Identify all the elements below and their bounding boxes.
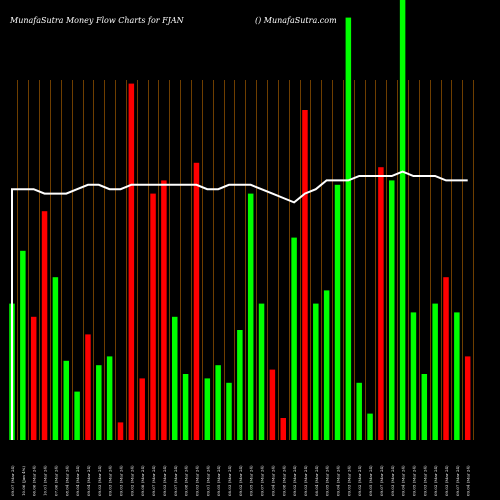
bar [150, 193, 156, 440]
x-tick-label: 09.08 (Mar 24) [184, 465, 189, 496]
bar [74, 391, 80, 440]
x-tick-label: 09.02 (Mar 24) [433, 465, 438, 496]
x-tick-label: 09.04 (Mar 24) [336, 465, 341, 496]
x-tick-labels: 09.07 (Mar 24) 10.06 (Jan 4%) 06.06 (Mar 2… [10, 465, 471, 496]
x-tick-label: 09.04 (Mar 24) [270, 465, 275, 496]
x-tick-label: 09.03 (Mar 24) [390, 465, 395, 496]
bar [269, 369, 276, 440]
bar [85, 334, 91, 440]
bar [410, 312, 417, 440]
x-tick-label: 10.06 (Jan 4%) [21, 466, 26, 496]
x-tick-label: 09.03 (Mar 24) [194, 465, 199, 496]
bar-series [9, 0, 471, 441]
x-tick-label: 08.03 (Mar 24) [227, 465, 232, 496]
bar [117, 422, 124, 440]
x-tick-label: 09.07 (Mar 24) [260, 465, 265, 496]
bar [30, 316, 37, 440]
x-tick-label: 09.05 (Mar 24) [411, 465, 416, 496]
bar [443, 277, 449, 440]
bar [63, 360, 69, 440]
bar [399, 0, 406, 440]
bar [226, 382, 232, 440]
x-tick-label: 09.03 (Mar 24) [346, 465, 351, 496]
x-tick-label: 09.03 (Mar 24) [108, 465, 113, 496]
x-tick-label: 09.03 (Mar 24) [444, 465, 449, 496]
grid-lines [17, 80, 474, 440]
bar [280, 418, 286, 440]
x-tick-label: 09.07 (Mar 24) [151, 465, 156, 496]
bar [345, 17, 352, 440]
x-tick-label: 09.02 (Mar 24) [357, 465, 362, 496]
bar [291, 237, 297, 440]
bar [334, 184, 341, 440]
bar [20, 250, 26, 440]
bar [464, 356, 471, 440]
bar [313, 303, 319, 440]
x-tick-label: 09.08 (Mar 24) [281, 465, 286, 496]
bar [258, 303, 265, 440]
x-tick-label: 09.08 (Mar 24) [140, 465, 145, 496]
x-tick-label: 09.02 (Mar 24) [129, 465, 134, 496]
x-tick-label: 10.01 (Mar 24) [43, 465, 48, 496]
chart-header-right: () MunafaSutra.com [255, 16, 337, 25]
bar [378, 167, 384, 440]
bar [323, 290, 330, 440]
x-tick-label: 09.07 (Mar 24) [173, 465, 178, 496]
bar [247, 193, 254, 440]
x-tick-label: 09.02 (Mar 24) [238, 465, 243, 496]
bar [161, 180, 167, 440]
x-tick-label: 09.03 (Mar 24) [162, 465, 167, 496]
bar [215, 365, 221, 440]
x-tick-label: 09.07 (Mar 24) [379, 465, 384, 496]
x-tick-label: 09.03 (Mar 24) [97, 465, 102, 496]
bar [139, 378, 145, 440]
bar [128, 83, 135, 440]
x-tick-label: 08.04 (Mar 24) [314, 465, 319, 496]
bar [52, 277, 59, 440]
x-tick-label: 09.05 (Mar 24) [368, 465, 373, 496]
x-tick-label: 09.02 (Mar 24) [292, 465, 297, 496]
x-tick-label: 09.04 (Mar 24) [466, 465, 471, 496]
x-tick-label: 09.04 (Mar 24) [401, 465, 406, 496]
bar [356, 382, 362, 440]
bar [106, 356, 113, 440]
bar [421, 374, 428, 440]
chart-header-left: MunafaSutra Money Flow Charts for FJAN [9, 16, 185, 25]
bar [182, 374, 189, 440]
x-tick-label: 09.04 (Mar 24) [86, 465, 91, 496]
x-tick-label: 09.01 (Mar 24) [205, 465, 210, 496]
bar [193, 162, 200, 441]
bar [172, 316, 178, 440]
x-tick-label: 09.03 (Mar 24) [303, 465, 308, 496]
x-tick-label: 09.04 (Mar 24) [75, 465, 80, 496]
x-tick-label: 09.03 (Mar 24) [119, 465, 124, 496]
x-tick-label: 09.05 (Mar 24) [325, 465, 330, 496]
bar [302, 110, 308, 440]
bar [204, 378, 211, 440]
bar [432, 303, 438, 440]
x-tick-label: 06.06 (Mar 24) [32, 465, 37, 496]
bar [41, 211, 48, 440]
money-flow-line [11, 170, 468, 440]
bar [454, 312, 460, 440]
x-tick-label: 09.07 (Mar 24) [455, 465, 460, 496]
bar [389, 180, 395, 440]
x-tick-label: 09.07 (Mar 24) [10, 465, 15, 496]
x-tick-label: 09.03 (Mar 24) [422, 465, 427, 496]
x-tick-label: 08.04 (Mar 24) [64, 465, 69, 496]
bar [96, 365, 102, 440]
bar [237, 330, 243, 440]
bar [367, 413, 373, 440]
x-tick-label: 09.05 (Mar 24) [249, 465, 254, 496]
x-tick-label: 09.05 (Mar 24) [216, 465, 221, 496]
x-tick-label: 07.06 (Mar 24) [53, 465, 58, 496]
